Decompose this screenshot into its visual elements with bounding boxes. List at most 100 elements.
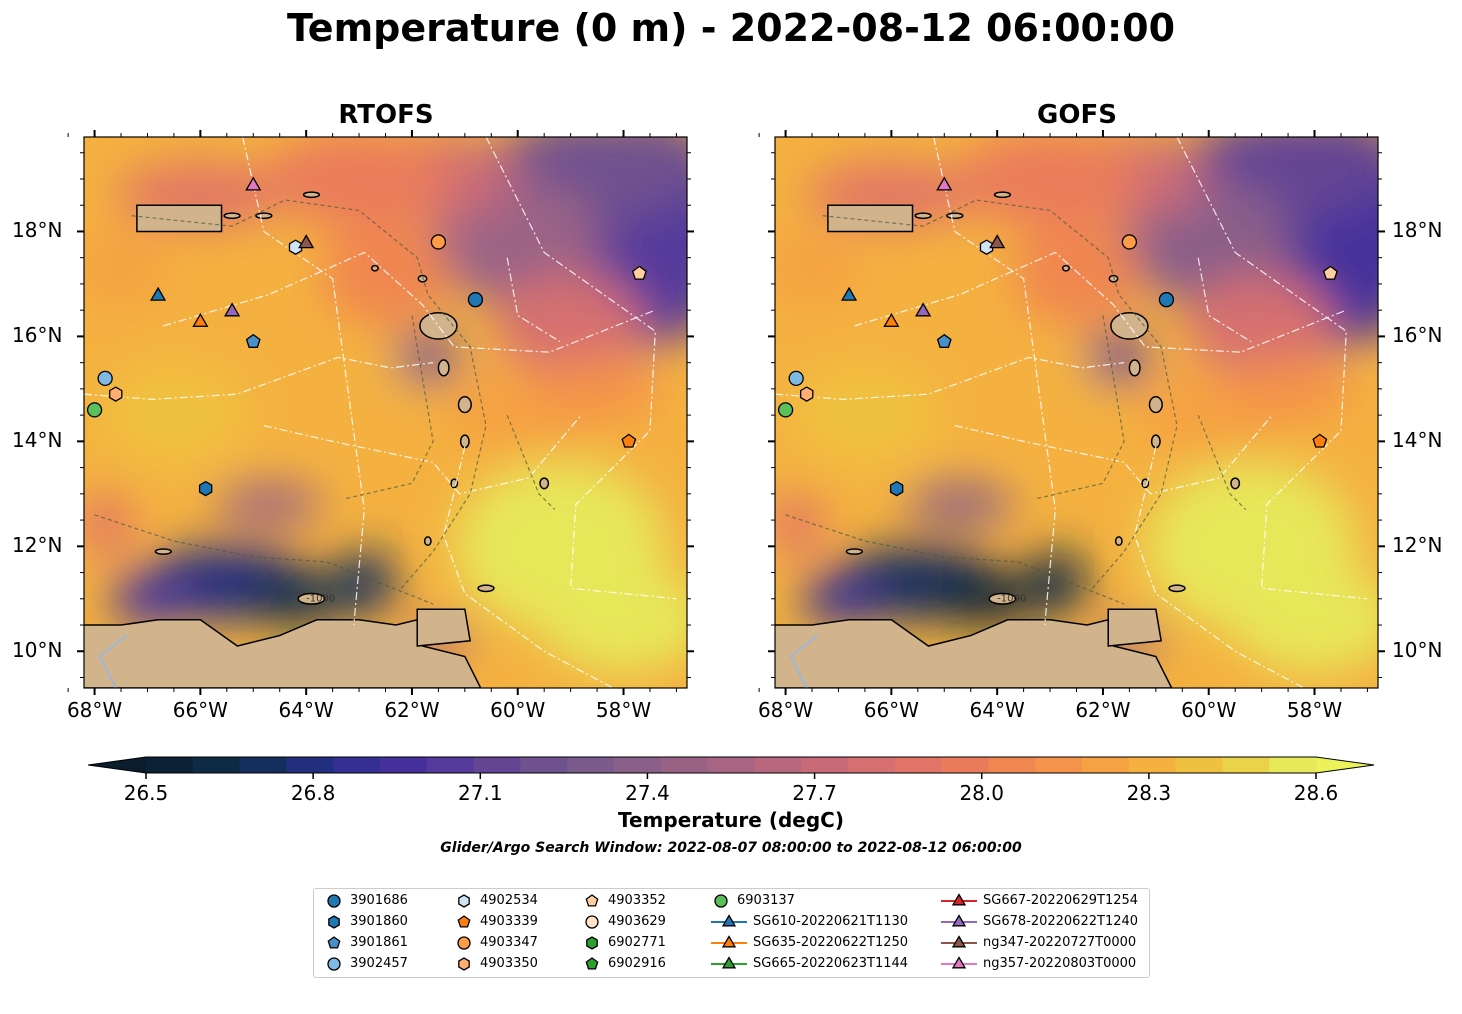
- marker-4903339: [1312, 433, 1328, 448]
- legend-marker: [328, 914, 340, 929]
- legend-symbol: [585, 914, 599, 929]
- legend-item: 3901861: [324, 933, 408, 953]
- marker-ng347-20220727T0000: [298, 234, 315, 249]
- legend-marker: [941, 955, 977, 968]
- colorbar-tick-label: 27.4: [625, 781, 670, 805]
- sst-blob: [332, 551, 397, 615]
- sst-blob: [1023, 551, 1088, 615]
- trinidad-land: [416, 608, 472, 647]
- colorbar-segment: [1035, 757, 1083, 773]
- colorbar-segment: [1269, 757, 1317, 773]
- island: [1168, 584, 1186, 593]
- legend-item: 4903350: [454, 954, 538, 974]
- colorbar-segment: [754, 757, 802, 773]
- lon-tick-label: 68°W: [66, 698, 123, 722]
- gofs-map-panel: -1000: [775, 137, 1378, 688]
- lon-tick-label: 68°W: [757, 698, 814, 722]
- legend-symbol: [327, 893, 341, 908]
- island: [988, 592, 1017, 605]
- island: [457, 396, 472, 414]
- colorbar-segment: [380, 757, 428, 773]
- legend-symbol: [721, 913, 737, 926]
- sst-anomalies: [84, 137, 687, 673]
- isobath-1000m: [506, 414, 556, 511]
- marker-3901860: [889, 480, 904, 497]
- legend-item: ng347-20220727T0000: [941, 933, 1136, 953]
- legend-symbol: [951, 955, 967, 968]
- marker-3902457: [97, 370, 113, 387]
- legend-label: 3901686: [350, 893, 408, 908]
- marker-6903137: [777, 402, 794, 418]
- isobath-1000m: [1197, 414, 1247, 511]
- eez-boundary: [242, 137, 365, 626]
- marker-SG610-20220621T1130: [149, 286, 167, 301]
- island: [417, 274, 428, 283]
- legend-label: SG665-20220623T1144: [753, 956, 909, 971]
- marker-4903347: [1121, 234, 1138, 250]
- river: [789, 634, 818, 688]
- island: [1061, 264, 1070, 272]
- lat-tick-label: 10°N: [12, 638, 63, 663]
- legend-marker: [586, 935, 598, 950]
- legend-label: 3901861: [350, 935, 408, 950]
- colorbar-segment: [333, 757, 381, 773]
- colorbar-tick-label: 27.7: [792, 781, 837, 805]
- colorbar: [87, 756, 1375, 779]
- sst-blob: [216, 483, 323, 526]
- marker-ng357-20220803T0000: [936, 176, 953, 191]
- marker-SG678-20220622T1240: [223, 302, 241, 317]
- sst-blob: [496, 273, 645, 379]
- legend-item: 4903339: [454, 912, 538, 932]
- legend-symbol: [585, 893, 599, 907]
- legend-item: ng357-20220803T0000: [941, 954, 1136, 974]
- legend-symbol: [458, 956, 470, 971]
- lon-tick-label: 66°W: [172, 698, 228, 722]
- legend: 3901686 3901860 3901861 3902457 4902534 49033…: [313, 888, 1150, 978]
- legend-marker: [457, 914, 471, 928]
- legend-symbol: [458, 893, 470, 908]
- sst-blob: [110, 572, 196, 626]
- colorbar-segment: [894, 757, 943, 773]
- legend-marker: [327, 935, 341, 949]
- legend-symbol: [951, 913, 967, 926]
- legend-marker: [458, 956, 470, 971]
- colorbar-segment: [192, 757, 241, 773]
- legend-symbol: [721, 955, 737, 968]
- island: [1114, 536, 1123, 547]
- legend-item: 4902534: [454, 891, 538, 911]
- eez-boundary: [954, 414, 1273, 495]
- legend-label: 6902916: [608, 956, 666, 971]
- sst-blob: [801, 572, 887, 626]
- legend-item: SG667-20220629T1254: [941, 891, 1138, 911]
- sst-blob: [775, 493, 823, 557]
- marker-6903137: [86, 402, 103, 418]
- legend-label: 4903347: [480, 935, 538, 950]
- legend-label: SG635-20220622T1250: [753, 935, 909, 950]
- island: [845, 548, 864, 555]
- legend-marker: [941, 913, 977, 926]
- eez-boundary: [506, 257, 561, 343]
- sst-blob: [84, 231, 169, 305]
- marker-SG635-20220622T1250: [192, 312, 209, 327]
- colorbar-segment: [988, 757, 1036, 773]
- island: [419, 312, 458, 340]
- marker-SG610-20220621T1130: [840, 286, 858, 301]
- legend-label: SG678-20220622T1240: [983, 914, 1139, 929]
- legend-marker: [714, 893, 728, 908]
- island: [1230, 477, 1241, 490]
- eez-boundary: [163, 251, 656, 353]
- colorbar-segment: [426, 757, 475, 773]
- island: [1128, 359, 1141, 377]
- south-america-land: [775, 618, 1173, 688]
- marker-4903339: [621, 433, 637, 448]
- island: [539, 477, 550, 490]
- legend-marker: [711, 934, 747, 947]
- lon-tick-label: 62°W: [1075, 698, 1131, 722]
- lat-tick-label: 14°N: [1392, 428, 1443, 453]
- colorbar-over-arrow: [1316, 757, 1374, 773]
- colorbar-segment: [1175, 757, 1223, 773]
- sst-blob: [84, 493, 132, 557]
- colorbar-segment: [239, 757, 287, 773]
- marker-4903347: [430, 234, 447, 250]
